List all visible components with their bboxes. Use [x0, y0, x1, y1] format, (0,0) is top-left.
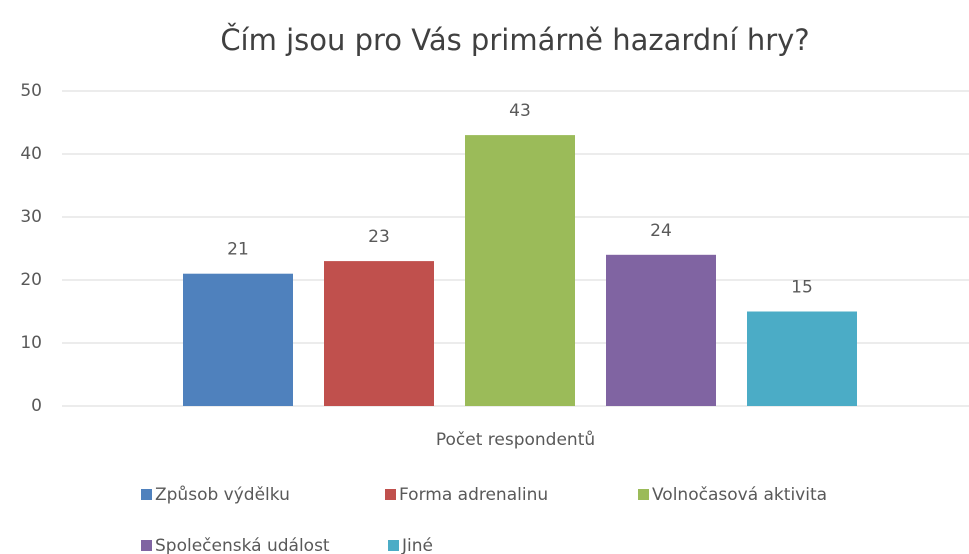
y-tick-label: 20 — [20, 270, 42, 290]
y-tick-label: 40 — [20, 144, 42, 164]
data-label: 21 — [227, 240, 249, 260]
data-label: 43 — [509, 101, 531, 121]
y-tick-label: 50 — [20, 81, 42, 101]
legend-label: Volnočasová aktivita — [652, 485, 827, 505]
chart-title: Čím jsou pro Vás primárně hazardní hry? — [220, 23, 809, 57]
y-tick-label: 0 — [31, 396, 42, 416]
legend-swatch — [638, 489, 649, 500]
y-tick-label: 30 — [20, 207, 42, 227]
legend-swatch — [388, 540, 399, 551]
legend-swatch — [141, 489, 152, 500]
bar — [747, 311, 857, 406]
x-tick-label: Počet respondentů — [436, 430, 595, 450]
legend-label: Forma adrenalinu — [399, 485, 548, 505]
bar — [465, 135, 575, 406]
data-label: 23 — [368, 227, 390, 247]
bar — [324, 261, 434, 406]
legend-label: Způsob výdělku — [155, 485, 290, 505]
legend-swatch — [385, 489, 396, 500]
legend-swatch — [141, 540, 152, 551]
legend-label: Společenská událost — [155, 536, 330, 554]
bar — [606, 254, 716, 406]
data-label: 15 — [791, 278, 813, 298]
data-label: 24 — [650, 221, 672, 241]
legend-label: Jiné — [401, 536, 433, 554]
bar — [183, 273, 293, 406]
y-tick-label: 10 — [20, 333, 42, 353]
